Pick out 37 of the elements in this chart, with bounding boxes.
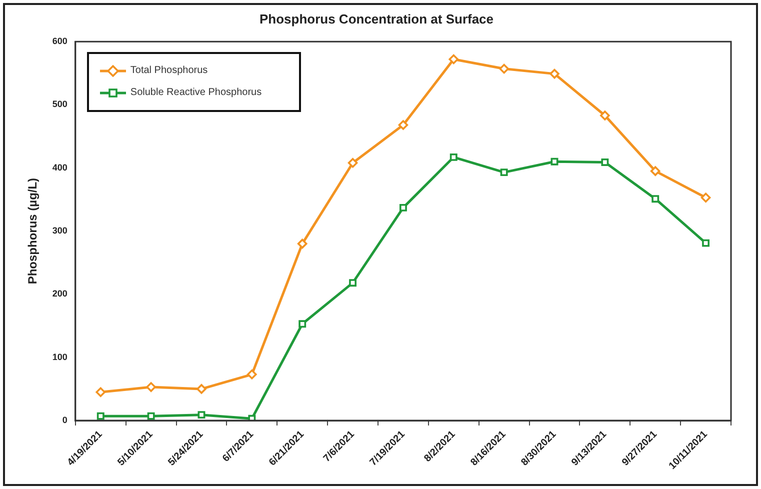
point (450, 153, 458, 161)
point (96, 387, 106, 397)
y-tick-label: 100 (52, 352, 68, 362)
y-tick-label: 600 (52, 36, 68, 46)
legend-label: Soluble Reactive Phosphorus (130, 87, 262, 98)
point (146, 382, 156, 392)
legend-label: Total Phosphorus (130, 65, 208, 76)
y-tick-label: 0 (62, 415, 68, 425)
point (348, 158, 358, 168)
y-tick-label: 400 (52, 162, 68, 172)
point (349, 279, 357, 287)
point (398, 120, 408, 130)
point (399, 204, 407, 212)
point (500, 168, 508, 176)
point (196, 384, 206, 394)
point (550, 68, 560, 79)
point (652, 195, 660, 203)
y-axis-title: Phosphorus (µg/L) (26, 178, 40, 284)
y-tick-label: 200 (52, 288, 68, 299)
chart-title: Phosphorus Concentration at Surface (259, 11, 494, 26)
point (248, 414, 256, 421)
point (198, 411, 206, 419)
point (702, 239, 710, 247)
point (499, 64, 509, 74)
y-tick-label: 500 (52, 99, 68, 110)
point (247, 370, 257, 380)
point (600, 110, 610, 120)
point (601, 158, 609, 166)
y-tick-label: 300 (52, 226, 68, 236)
point (550, 158, 558, 166)
point (147, 412, 155, 420)
point (700, 192, 711, 202)
point (448, 54, 459, 64)
point (96, 412, 104, 420)
point (298, 320, 306, 328)
point (297, 238, 308, 249)
point (650, 166, 660, 176)
